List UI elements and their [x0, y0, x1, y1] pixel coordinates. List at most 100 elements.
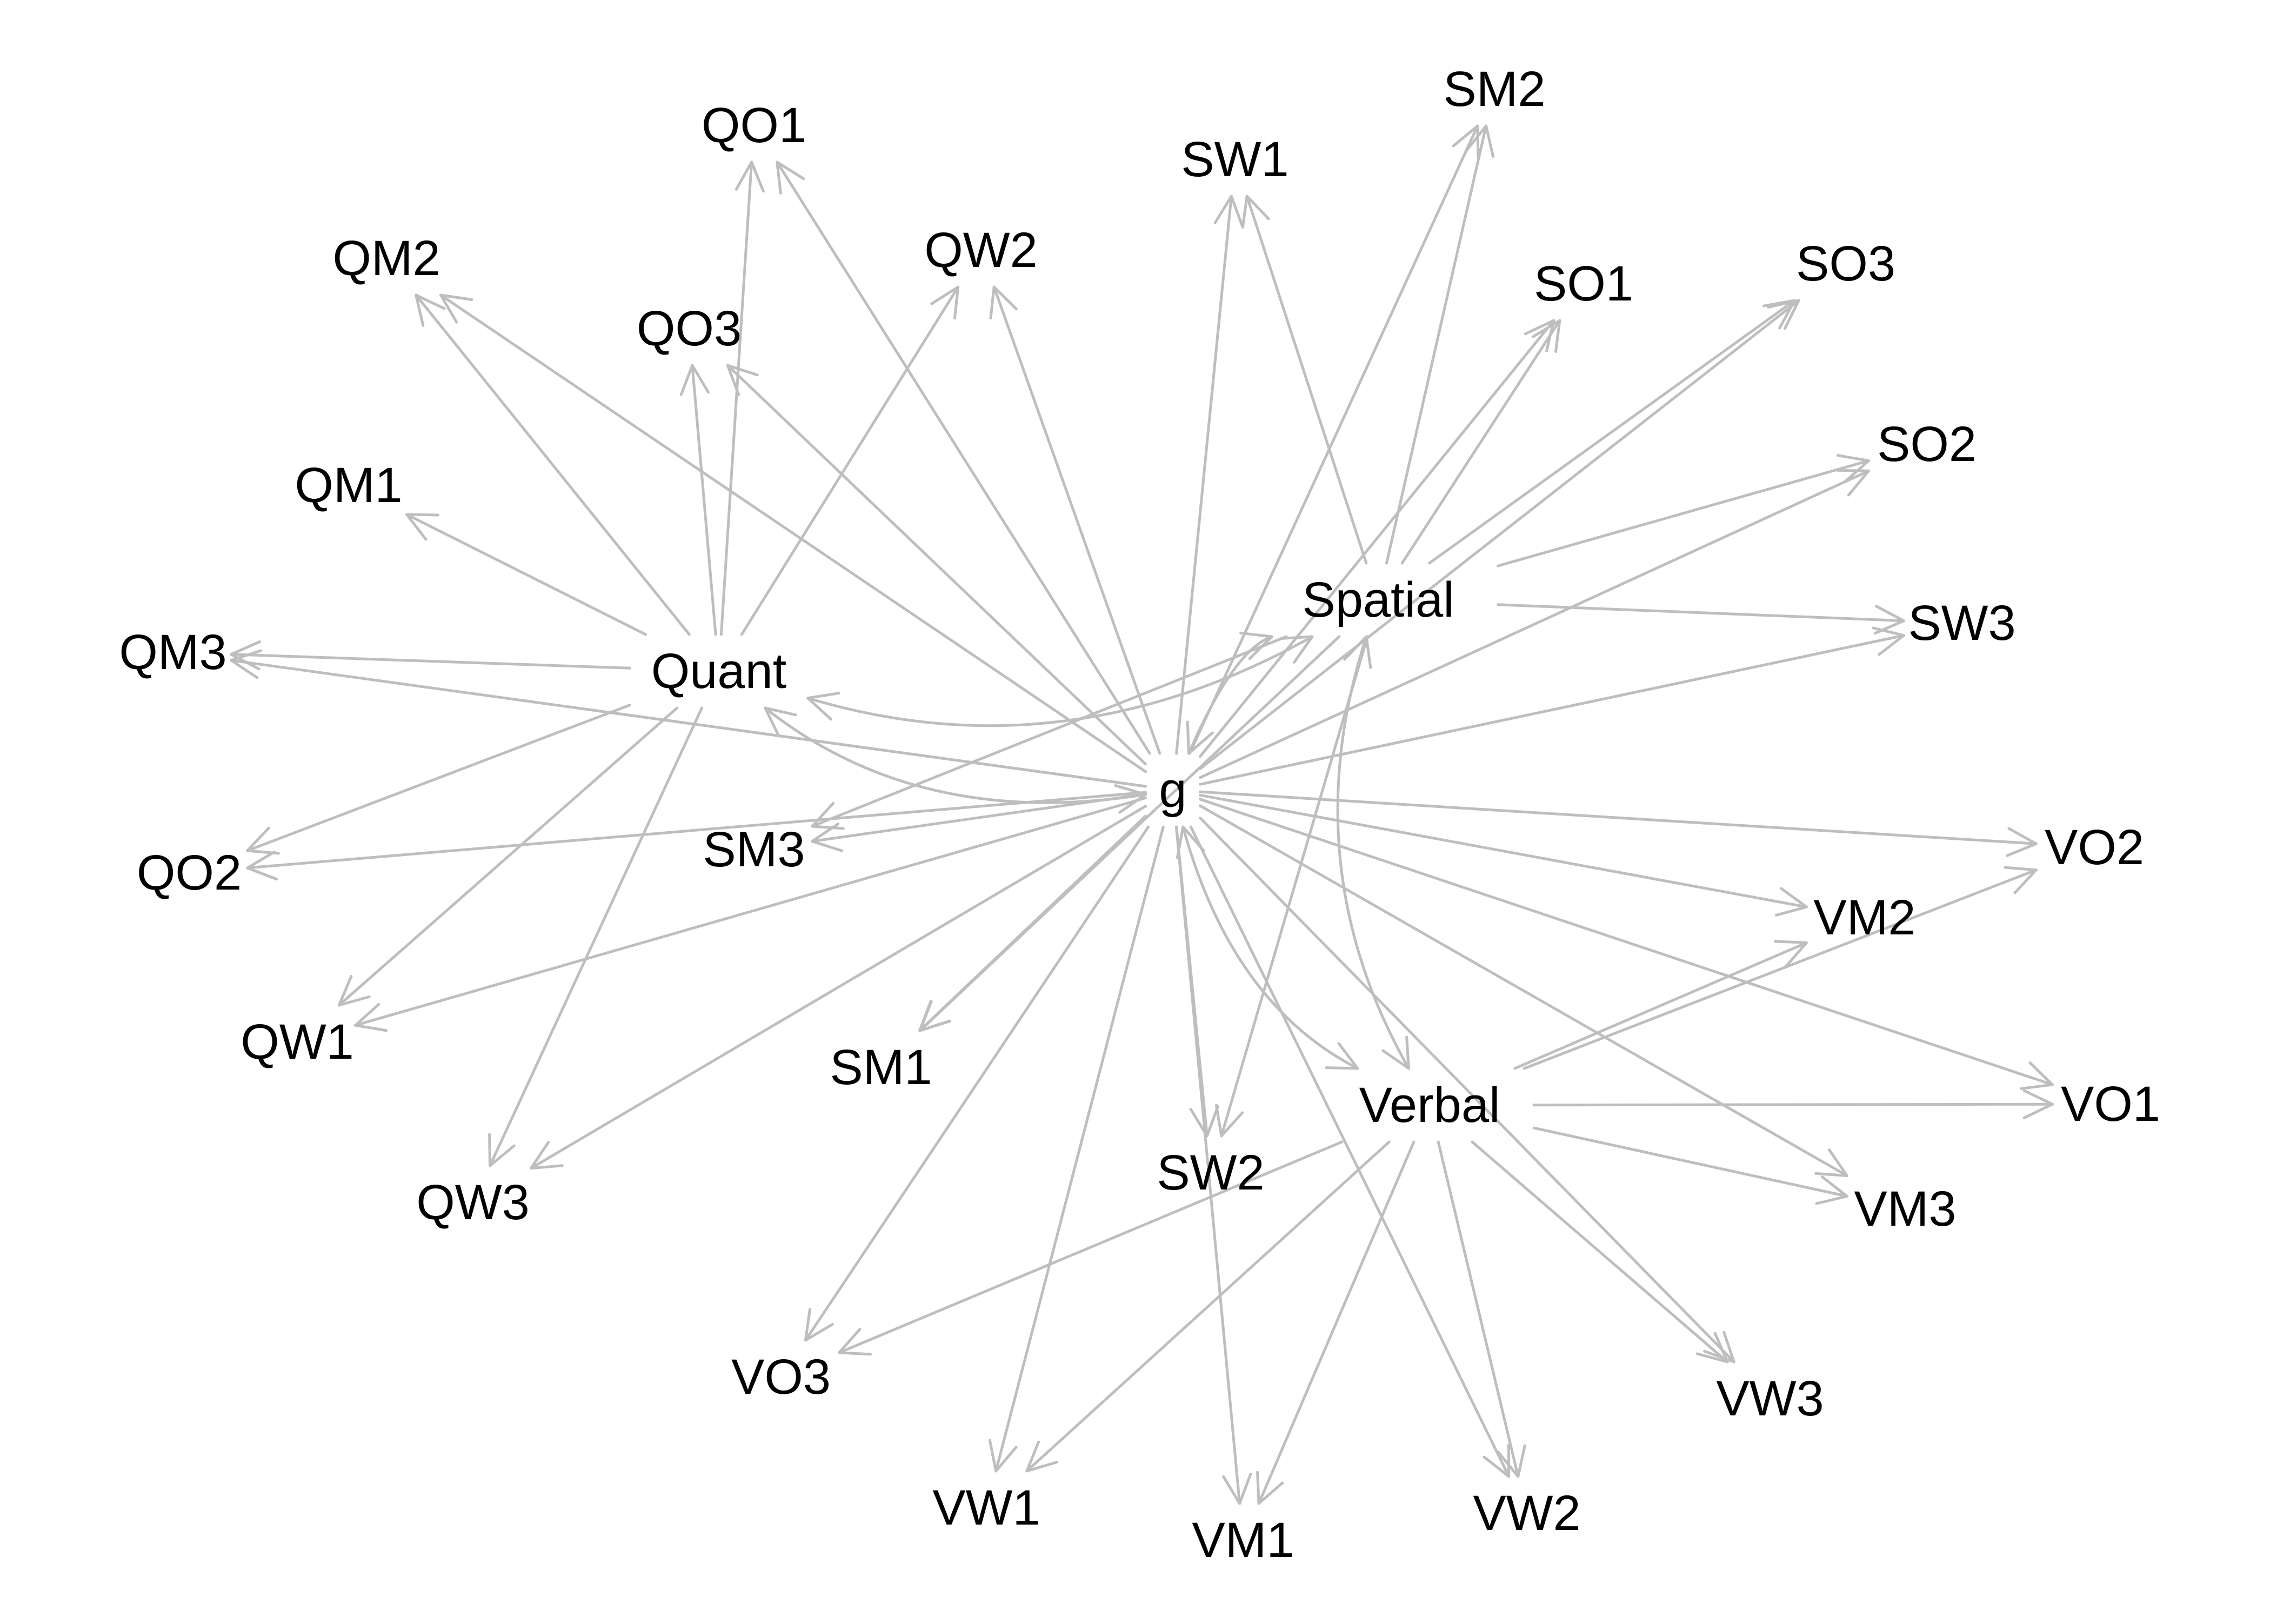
arrowhead	[1762, 299, 1796, 330]
edge-Quant-g	[764, 706, 1147, 814]
node-label-so3: SO3	[1796, 236, 1895, 291]
node-label-vm3: VM3	[1854, 1181, 1956, 1237]
node-label-qw3: QW3	[416, 1175, 530, 1230]
node-label-qm3: QM3	[119, 625, 226, 680]
edge-Quant-QO2	[246, 704, 631, 855]
arrowhead	[1814, 1148, 1848, 1177]
edge-g-QO3	[726, 364, 1147, 766]
edge-g-SW1	[1175, 195, 1244, 755]
node-label-so2: SO2	[1877, 417, 1977, 472]
edge-Spatial-SW2	[1214, 635, 1369, 1138]
node-label-verbal: Verbal	[1359, 1078, 1500, 1133]
arrowhead	[1531, 319, 1561, 353]
arrowhead	[1703, 1331, 1735, 1364]
arrowhead	[1325, 1042, 1359, 1070]
arrowhead	[439, 293, 473, 324]
edge-g-VM1	[1174, 825, 1252, 1505]
arrowhead	[1836, 469, 1870, 497]
node-label-so1: SO1	[1534, 256, 1633, 311]
edge-Spatial-SW1	[1241, 195, 1368, 565]
edge-Verbal-VM3	[1532, 1126, 1848, 1205]
arrowhead	[679, 364, 710, 396]
edge-Verbal-VM1	[1256, 1140, 1416, 1505]
node-label-g: g	[1159, 763, 1186, 818]
arrowhead	[1873, 605, 1905, 635]
edge-g-VM3	[1199, 804, 1848, 1177]
edge-g-SO1	[1199, 319, 1555, 758]
arrowhead	[918, 1000, 952, 1032]
arrowhead	[405, 513, 440, 541]
arrowhead	[1114, 784, 1147, 814]
arrowhead	[488, 1133, 516, 1167]
edge-Verbal-VW2	[1437, 1140, 1526, 1478]
node-label-qm1: QM1	[295, 458, 402, 513]
arrowhead	[804, 1308, 834, 1342]
arrowhead	[988, 1439, 1018, 1473]
arrowhead	[811, 801, 845, 830]
edge-Verbal-VO3	[838, 1140, 1344, 1356]
edge-Spatial-SM1	[918, 635, 1341, 1032]
node-label-qw2: QW2	[924, 223, 1038, 278]
edge-g-VO1	[1199, 798, 2054, 1090]
arrowhead	[2006, 827, 2038, 857]
node-label-sm1: SM1	[830, 1040, 932, 1095]
arrowhead	[1214, 1104, 1244, 1138]
edge-g-SW3	[1199, 626, 1905, 786]
edge-g-SM2	[1188, 124, 1480, 755]
edge-Spatial-Verbal	[1336, 635, 1410, 1070]
edge-Quant-QW1	[337, 706, 679, 1007]
arrowhead	[230, 640, 262, 671]
edge-g-VO3	[804, 825, 1150, 1342]
edge-Quant-QW3	[488, 706, 703, 1167]
node-label-vw3: VW3	[1716, 1371, 1824, 1426]
node-label-spatial: Spatial	[1302, 572, 1454, 627]
node-label-sw1: SW1	[1181, 132, 1288, 187]
arrowhead	[1381, 1035, 1410, 1070]
arrowhead	[930, 285, 960, 320]
arrowhead	[1222, 1473, 1252, 1505]
edge-Quant-QM1	[405, 513, 647, 636]
node-label-qo3: QO3	[637, 301, 742, 356]
edge-Spatial-SO3	[1428, 299, 1796, 565]
arrowhead	[2022, 1089, 2054, 1119]
arrowhead	[530, 1140, 564, 1170]
arrowhead	[2020, 1061, 2054, 1090]
arrowhead	[1186, 720, 1214, 755]
edge-Verbal-VO2	[1523, 866, 2038, 1070]
edge-Spatial-SW3	[1497, 603, 1905, 635]
arrowhead	[811, 823, 844, 852]
arrowhead	[1241, 195, 1270, 229]
edge-g-QW2	[989, 285, 1161, 755]
arrowhead	[1774, 940, 1808, 968]
arrowhead	[246, 851, 278, 881]
arrowhead	[1695, 1332, 1729, 1364]
edge-Quant-QO1	[719, 161, 765, 636]
arrowhead	[1483, 1443, 1511, 1478]
arrowhead	[989, 285, 1018, 320]
edge-g-QO2	[246, 791, 1147, 881]
edge-Spatial-g	[1186, 631, 1273, 755]
edge-g-Verbal	[1176, 825, 1359, 1070]
edge-Spatial-SM2	[1385, 124, 1494, 565]
arrowhead	[1452, 124, 1480, 159]
arrowhead	[1815, 1175, 1848, 1205]
arrowhead	[735, 161, 765, 193]
arrowhead	[1343, 635, 1372, 669]
edge-g-VW2	[1189, 825, 1511, 1478]
node-layer: g Quant Spatial Verbal QO1 QO2 QO3 QM1 QM2 QM3 QW1…	[119, 62, 2160, 1568]
arrowhead	[354, 1003, 388, 1032]
edge-g-VM2	[1199, 793, 1808, 917]
arrowhead	[726, 364, 759, 396]
edge-g-SM3	[811, 792, 1147, 852]
arrowhead	[415, 293, 446, 327]
arrowhead	[337, 975, 371, 1007]
edge-Spatial-SM3	[811, 635, 1288, 830]
edge-Verbal-VM2	[1513, 940, 1808, 1070]
arrowhead	[1524, 319, 1555, 352]
arrowhead	[1836, 454, 1870, 483]
node-label-vm1: VM1	[1192, 1513, 1294, 1568]
edge-Quant-QW2	[740, 285, 960, 636]
edge-Verbal-VW1	[1025, 1140, 1391, 1473]
